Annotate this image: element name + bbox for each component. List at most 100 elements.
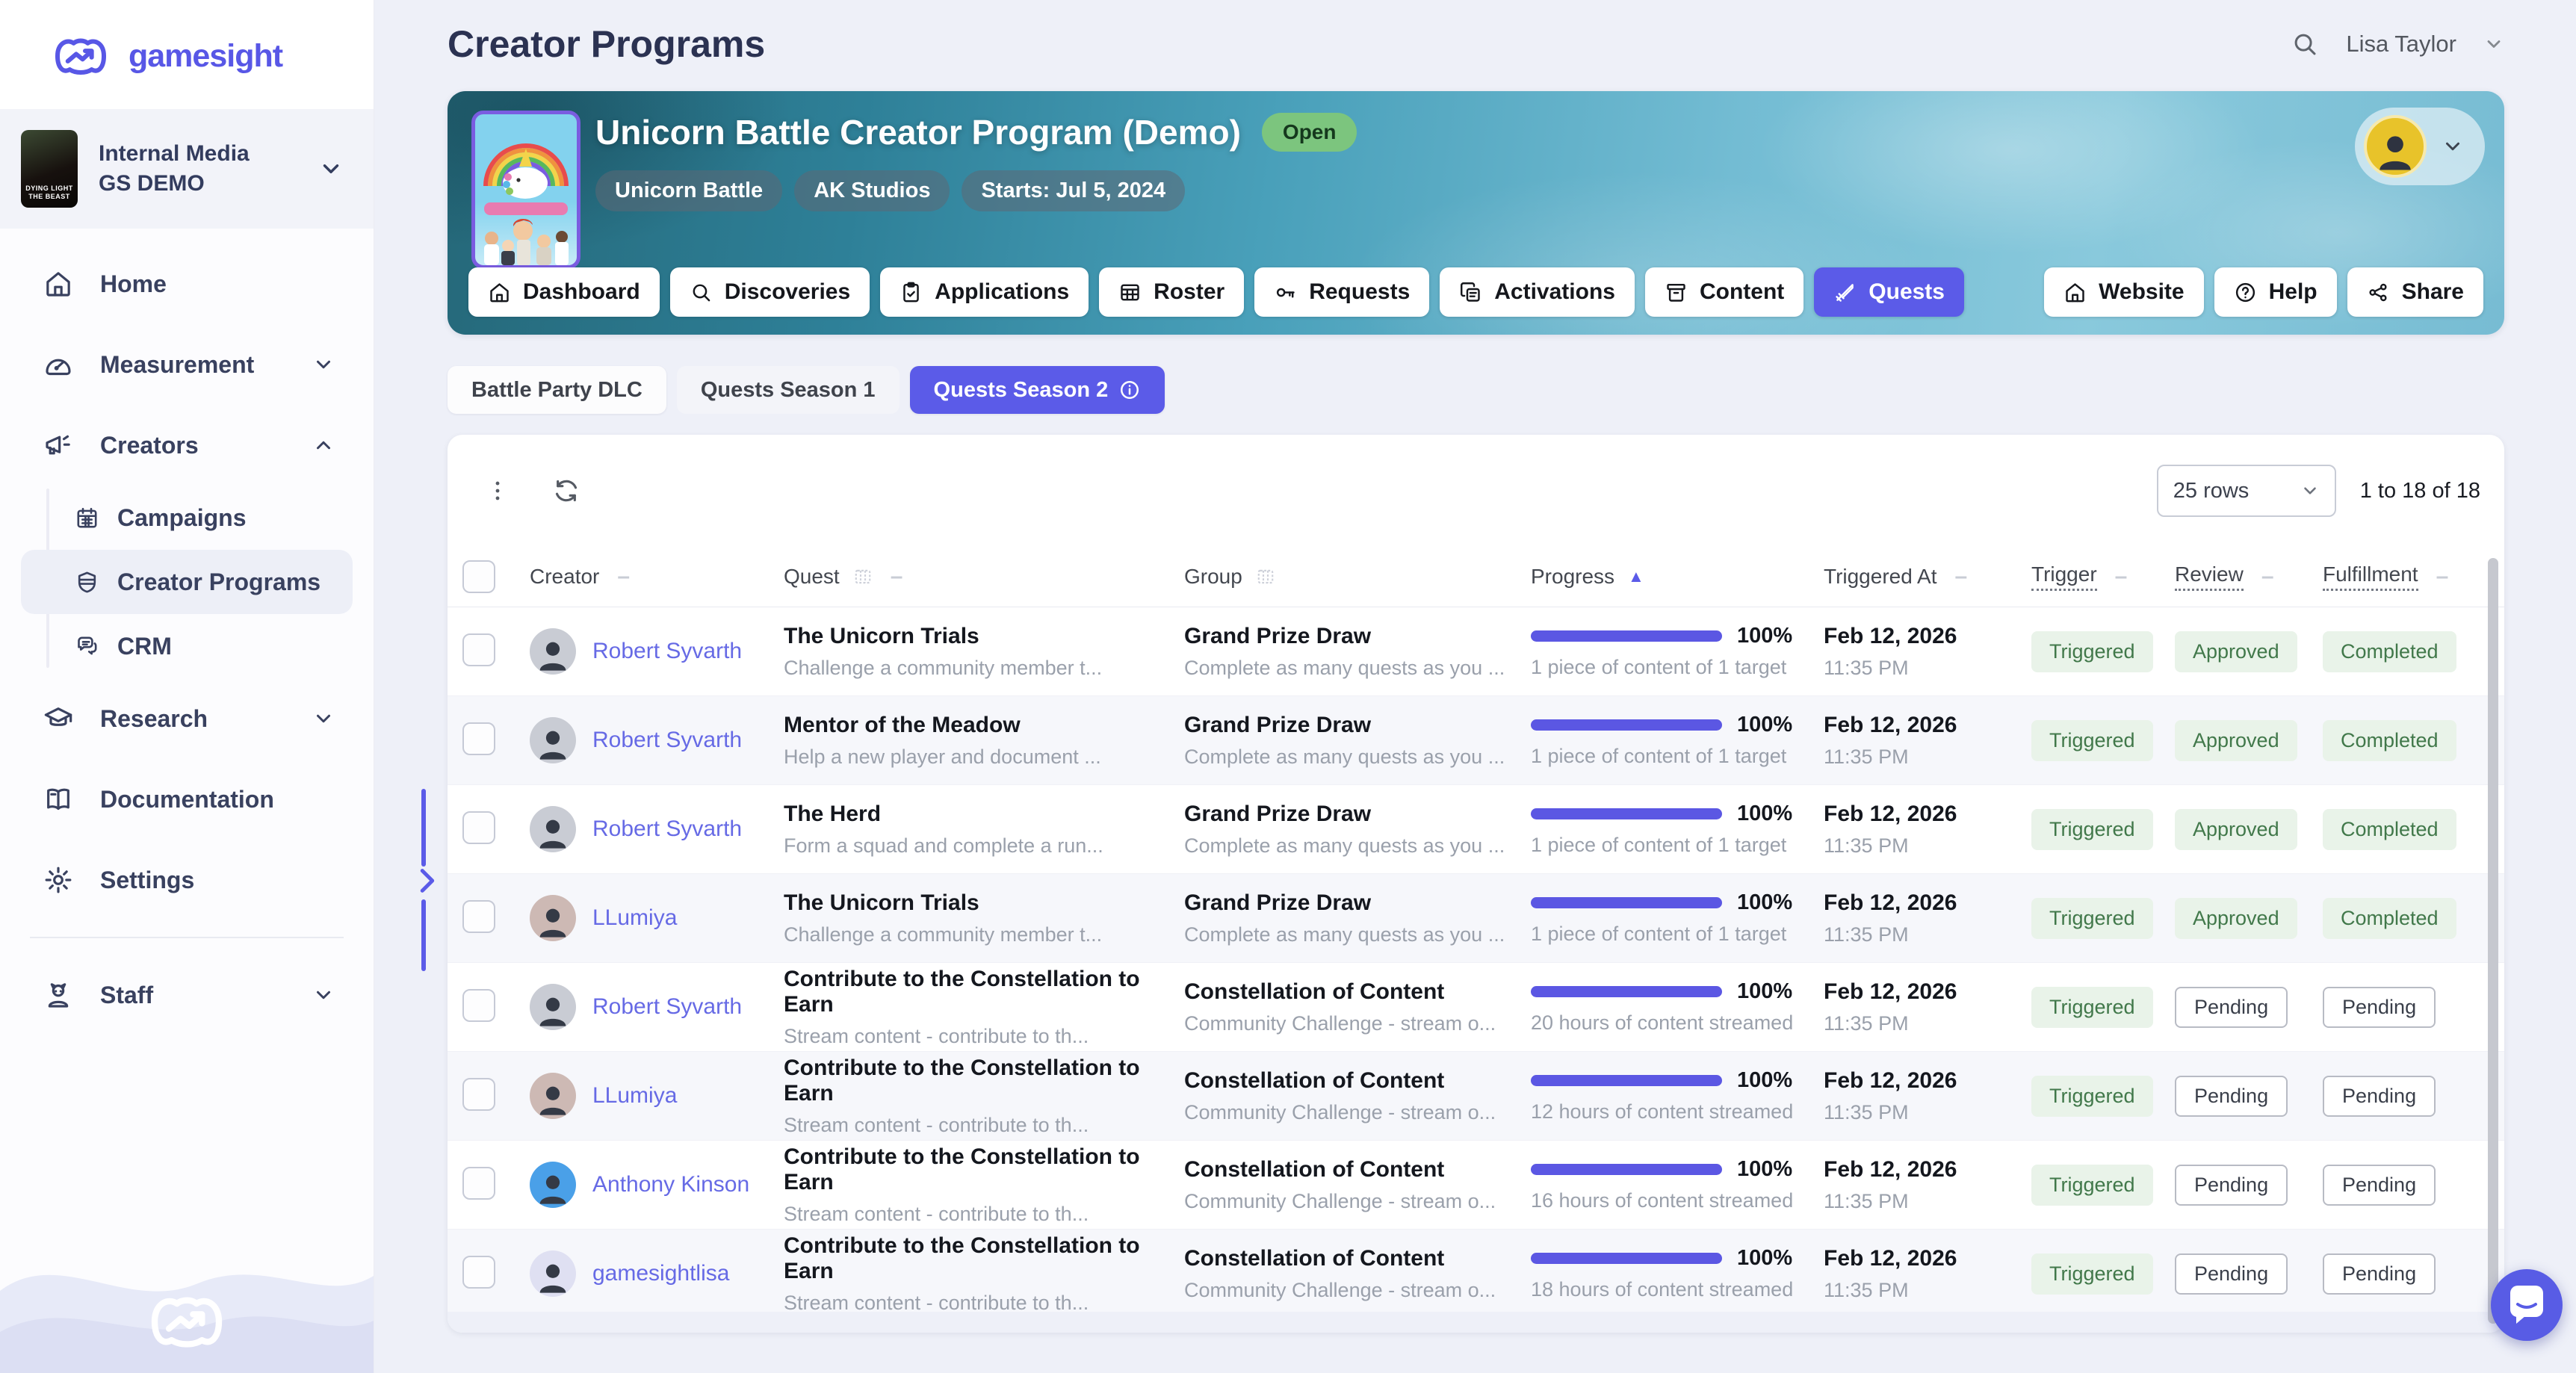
season-tab[interactable]: Quests Season 1 xyxy=(676,366,900,414)
fulfillment-badge[interactable]: Completed xyxy=(2323,719,2456,761)
sidebar-item[interactable] xyxy=(30,937,344,938)
org-selector[interactable]: DYING LIGHT THE BEAST Internal Media GS … xyxy=(0,109,374,229)
row-checkbox[interactable] xyxy=(462,1255,495,1289)
review-badge[interactable]: Pending xyxy=(2175,1253,2288,1295)
search-icon[interactable] xyxy=(2291,30,2319,58)
row-checkbox[interactable] xyxy=(462,899,495,933)
column-header[interactable]: Trigger ▲ – xyxy=(2031,562,2175,591)
banner-action-button[interactable]: Share xyxy=(2347,267,2483,317)
select-all-checkbox[interactable] xyxy=(462,560,495,593)
creator-link[interactable]: Robert Syvarth xyxy=(592,639,743,663)
row-checkbox[interactable] xyxy=(462,1077,495,1111)
fulfillment-badge[interactable]: Completed xyxy=(2323,897,2456,939)
fulfillment-badge[interactable]: Pending xyxy=(2323,1075,2436,1117)
row-checkbox[interactable] xyxy=(462,988,495,1022)
table-row[interactable]: LLumiya The Unicorn Trials Challenge a c… xyxy=(448,873,2504,962)
column-menu-icon[interactable]: – xyxy=(2261,564,2274,589)
table-menu-button[interactable] xyxy=(471,465,524,517)
column-menu-icon[interactable]: – xyxy=(890,564,903,589)
creator-link[interactable]: Robert Syvarth xyxy=(592,728,743,752)
sidebar-item[interactable]: Campaigns xyxy=(21,486,353,550)
sidebar-item[interactable]: Staff xyxy=(21,955,353,1035)
sidebar-item[interactable]: Home xyxy=(21,244,353,324)
row-checkbox[interactable] xyxy=(462,633,495,666)
column-header[interactable]: Fulfillment ▲ – xyxy=(2323,562,2504,591)
table-vertical-scrollbar[interactable] xyxy=(2488,558,2498,1324)
table-row[interactable]: Robert Syvarth The Herd Form a squad and… xyxy=(448,784,2504,873)
fulfillment-badge[interactable]: Pending xyxy=(2323,1253,2436,1295)
table-row[interactable]: Robert Syvarth The Unicorn Trials Challe… xyxy=(448,607,2504,695)
program-tab[interactable]: Requests xyxy=(1254,267,1430,317)
sidebar-item[interactable]: Documentation xyxy=(21,759,353,840)
refresh-button[interactable] xyxy=(540,465,592,517)
creator-link[interactable]: Robert Syvarth xyxy=(592,994,743,1019)
column-header[interactable]: Progress ▲ – xyxy=(1531,565,1824,589)
review-badge[interactable]: Approved xyxy=(2175,897,2297,939)
brand-logo[interactable]: gamesight xyxy=(0,0,374,109)
fulfillment-badge[interactable]: Completed xyxy=(2323,808,2456,850)
user-menu[interactable]: Lisa Taylor xyxy=(2346,31,2456,57)
program-tab[interactable]: Roster xyxy=(1099,267,1245,317)
row-checkbox[interactable] xyxy=(462,1166,495,1200)
table-row[interactable]: gamesightlisa Contribute to the Constell… xyxy=(448,1229,2504,1318)
program-tab[interactable]: Discoveries xyxy=(669,267,870,317)
column-menu-icon[interactable]: – xyxy=(2114,564,2128,589)
program-tab[interactable]: Applications xyxy=(880,267,1089,317)
column-header[interactable]: Group ▲ – xyxy=(1184,565,1531,589)
sidebar-item[interactable]: Research xyxy=(21,678,353,759)
trigger-cell: Triggered xyxy=(2031,897,2175,939)
review-badge[interactable]: Approved xyxy=(2175,630,2297,672)
chat-widget-button[interactable] xyxy=(2491,1269,2563,1341)
column-header[interactable]: Quest ▲ – xyxy=(784,564,1184,589)
triggered-time: 11:35 PM xyxy=(1824,1011,1909,1035)
fulfillment-cell: Pending xyxy=(2323,1253,2504,1295)
row-checkbox[interactable] xyxy=(462,722,495,755)
page-size-select[interactable]: 25 rows xyxy=(2156,465,2336,517)
creator-link[interactable]: Anthony Kinson xyxy=(592,1172,750,1197)
sidebar-item[interactable]: Creator Programs xyxy=(21,550,353,614)
review-badge[interactable]: Approved xyxy=(2175,808,2297,850)
table-row[interactable]: LLumiya Contribute to the Constellation … xyxy=(448,1051,2504,1140)
program-tab[interactable]: Quests xyxy=(1814,267,1964,317)
season-tab[interactable]: Battle Party DLC xyxy=(448,366,666,414)
program-tab-label: Discoveries xyxy=(724,279,851,304)
program-avatar-menu[interactable] xyxy=(2355,108,2485,185)
review-badge[interactable]: Approved xyxy=(2175,719,2297,761)
column-header[interactable]: Triggered At ▲ – xyxy=(1824,564,2031,589)
creator-link[interactable]: gamesightlisa xyxy=(592,1261,730,1286)
sidebar-item[interactable]: CRM xyxy=(21,614,353,678)
table-row[interactable]: Robert Syvarth Mentor of the Meadow Help… xyxy=(448,695,2504,784)
program-tag: Starts: Jul 5, 2024 xyxy=(962,170,1186,211)
table-row[interactable]: Anthony Kinson Contribute to the Constel… xyxy=(448,1140,2504,1229)
info-icon[interactable] xyxy=(1118,379,1141,401)
quest-title: Contribute to the Constellation to Earn xyxy=(784,966,1140,1017)
fulfillment-badge[interactable]: Pending xyxy=(2323,986,2436,1028)
banner-action-button[interactable]: Website xyxy=(2044,267,2204,317)
review-badge[interactable]: Pending xyxy=(2175,1075,2288,1117)
column-menu-icon[interactable]: – xyxy=(617,564,631,589)
program-tab[interactable]: Activations xyxy=(1440,267,1635,317)
review-badge[interactable]: Pending xyxy=(2175,1164,2288,1206)
program-tab[interactable]: Dashboard xyxy=(468,267,660,317)
table-row[interactable]: Robert Syvarth Contribute to the Constel… xyxy=(448,962,2504,1051)
sort-ascending-icon[interactable]: ▲ xyxy=(1628,567,1644,586)
column-header[interactable]: Review ▲ – xyxy=(2175,562,2323,591)
column-menu-icon[interactable]: – xyxy=(1954,564,1968,589)
fulfillment-badge[interactable]: Pending xyxy=(2323,1164,2436,1206)
column-header[interactable]: Creator ▲ – xyxy=(530,564,784,589)
sidebar-item[interactable]: Settings xyxy=(21,840,353,920)
column-menu-icon[interactable]: – xyxy=(2436,564,2449,589)
expand-panel-chevron-icon[interactable] xyxy=(409,864,444,898)
sidebar-item[interactable]: Creators xyxy=(21,405,353,486)
creator-link[interactable]: LLumiya xyxy=(592,1083,678,1108)
chevron-down-icon[interactable] xyxy=(2483,34,2504,55)
creator-link[interactable]: LLumiya xyxy=(592,905,678,930)
review-badge[interactable]: Pending xyxy=(2175,986,2288,1028)
row-checkbox[interactable] xyxy=(462,811,495,844)
fulfillment-badge[interactable]: Completed xyxy=(2323,630,2456,672)
program-tab[interactable]: Content xyxy=(1644,267,1804,317)
creator-link[interactable]: Robert Syvarth xyxy=(592,816,743,841)
sidebar-item[interactable]: Measurement xyxy=(21,324,353,405)
season-tab[interactable]: Quests Season 2 xyxy=(909,366,1165,414)
banner-action-button[interactable]: Help xyxy=(2214,267,2337,317)
